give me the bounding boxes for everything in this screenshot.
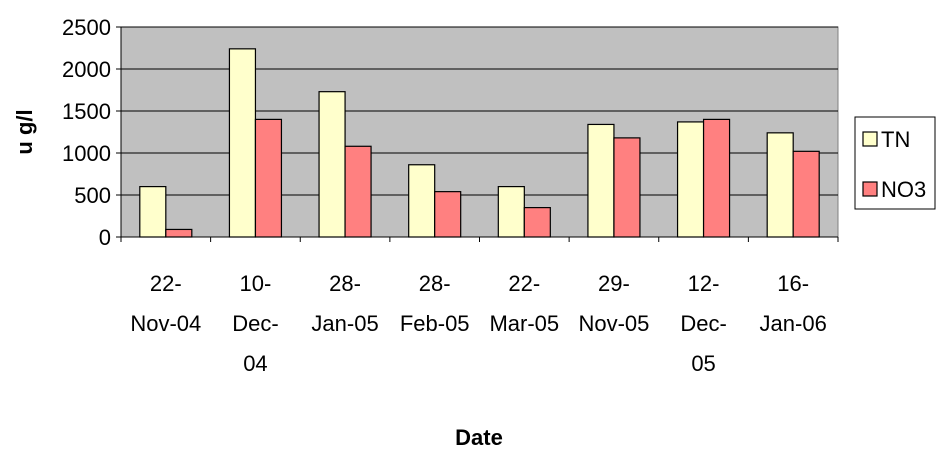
y-tick-label: 2000 [62, 57, 111, 82]
x-tick-label: 29-Nov-05 [578, 271, 649, 336]
bar-tn-5 [587, 123, 615, 238]
bar-tn-6 [676, 121, 705, 238]
y-tick-labels: 0 500 1000 1500 2000 2500 [62, 15, 111, 250]
bars [139, 48, 820, 238]
legend-swatch-tn [862, 131, 878, 147]
legend-swatch-no3 [862, 181, 878, 197]
x-axis-title: Date [455, 425, 503, 450]
bar-no3-6 [702, 118, 731, 238]
x-tick-label: 16-Jan-06 [760, 271, 827, 336]
bar-no3-7 [792, 150, 820, 238]
y-tick-label: 1000 [62, 141, 111, 166]
x-tick-labels: 22-Nov-04 10-Dec-04 28-Jan-05 28-Feb-05 22-M… [130, 271, 826, 376]
x-tick-label: 22-Nov-04 [130, 271, 201, 336]
bar-no3-2 [344, 145, 372, 238]
bar-tn-4 [497, 186, 525, 238]
bar-tn-0 [139, 186, 167, 238]
bar-no3-1 [254, 118, 283, 238]
x-tick-label: 10-Dec-04 [232, 271, 278, 376]
y-tick-label: 0 [99, 225, 111, 250]
legend-label-no3: NO3 [881, 177, 926, 202]
legend-label-tn: TN [881, 127, 910, 152]
axes [116, 26, 839, 242]
bar-tn-2 [318, 91, 346, 238]
bar-no3-5 [613, 137, 641, 238]
y-tick-label: 1500 [62, 99, 111, 124]
x-tick-label: 12-Dec-05 [680, 271, 726, 376]
y-tick-label: 500 [74, 183, 111, 208]
bar-no3-4 [523, 207, 551, 238]
bar-tn-1 [228, 48, 257, 238]
x-tick-label: 22-Mar-05 [489, 271, 559, 336]
legend: TN NO3 [862, 127, 926, 202]
bar-tn-7 [766, 132, 794, 238]
x-tick-label: 28-Feb-05 [400, 271, 470, 336]
bar-no3-3 [434, 191, 462, 238]
x-tick-label: 28-Jan-05 [311, 271, 378, 336]
y-tick-label: 2500 [62, 15, 111, 40]
bar-no3-0 [165, 228, 193, 238]
plot-area [120, 26, 839, 238]
y-axis-title: u g/l [12, 109, 37, 154]
bar-tn-3 [408, 164, 436, 238]
